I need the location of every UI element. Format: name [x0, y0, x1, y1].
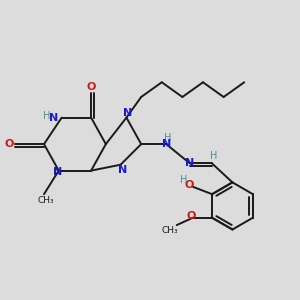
Text: O: O	[187, 211, 196, 221]
Text: CH₃: CH₃	[162, 226, 178, 235]
Text: O: O	[185, 180, 194, 190]
Text: N: N	[52, 167, 62, 177]
Text: H: H	[210, 151, 217, 161]
Text: O: O	[4, 139, 14, 149]
Text: H: H	[164, 133, 171, 142]
Text: H: H	[180, 175, 187, 185]
Text: N: N	[123, 108, 133, 118]
Text: N: N	[49, 112, 58, 123]
Text: N: N	[118, 165, 128, 175]
Text: H: H	[43, 111, 50, 121]
Text: N: N	[185, 158, 194, 168]
Text: N: N	[162, 139, 171, 149]
Text: CH₃: CH₃	[37, 196, 54, 205]
Text: O: O	[86, 82, 96, 92]
